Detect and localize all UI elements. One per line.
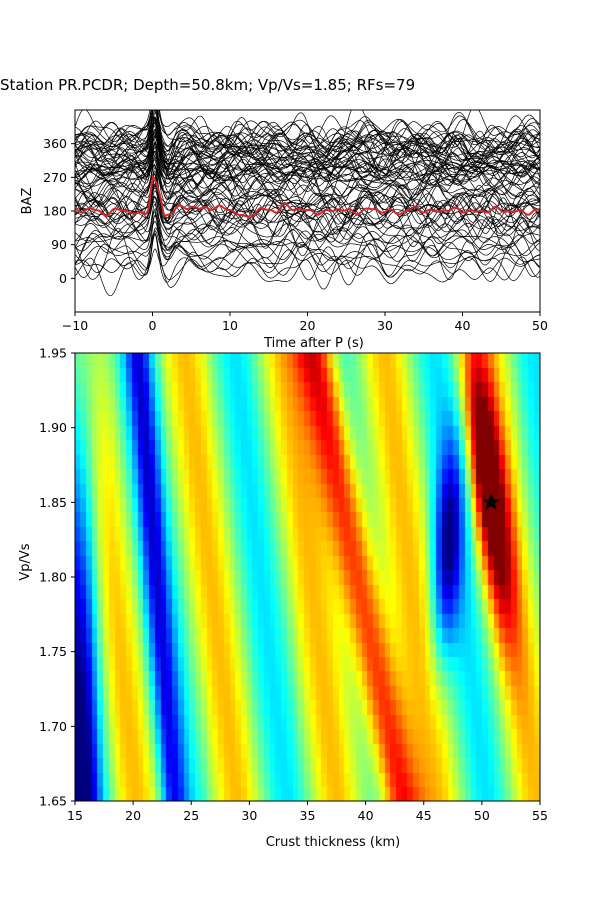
rf-trace-line <box>75 182 540 228</box>
hk-x-tick-label: 55 <box>532 808 548 823</box>
rf-trace-line <box>75 227 540 271</box>
rf-trace-line <box>75 110 540 145</box>
rf-stack-group <box>75 174 540 219</box>
rf-y-tick-label: 270 <box>43 170 67 185</box>
rf-x-tick-label: 50 <box>532 318 548 333</box>
rf-stack-trace-line <box>75 174 540 219</box>
hk-y-tick-label: 1.95 <box>39 346 67 361</box>
rf-trace-line <box>75 152 540 201</box>
rf-trace-line <box>75 182 540 219</box>
hk-x-tick-label: 40 <box>358 808 374 823</box>
rf-trace-line <box>75 189 540 241</box>
hk-heatmap-canvas <box>75 353 540 801</box>
hk-x-tick-label: 20 <box>125 808 141 823</box>
rf-x-axis-label: Time after P (s) <box>263 336 364 351</box>
hk-y-tick-label: 1.85 <box>39 495 67 510</box>
rf-trace-line <box>75 117 540 157</box>
hk-x-tick-label: 25 <box>183 808 199 823</box>
rf-y-tick-label: 0 <box>59 271 67 286</box>
rf-trace-line <box>75 131 540 173</box>
rf-trace-line <box>75 194 540 233</box>
rf-y-ticks: 0 90 180 270 360 <box>43 136 75 286</box>
hk-y-tick-label: 1.75 <box>39 644 67 659</box>
rf-trace-line <box>75 110 540 149</box>
rf-y-tick-label: 90 <box>51 237 67 252</box>
hk-y-ticks: 1.65 1.70 1.75 1.80 1.85 1.90 1.95 <box>39 346 75 809</box>
rf-trace-line <box>75 110 540 176</box>
hk-x-tick-label: 50 <box>474 808 490 823</box>
rf-y-tick-label: 180 <box>43 204 67 219</box>
hk-y-tick-label: 1.65 <box>39 794 67 809</box>
rf-y-tick-label: 360 <box>43 136 67 151</box>
hk-x-tick-label: 35 <box>300 808 316 823</box>
rf-trace-line <box>75 208 540 257</box>
rf-x-tick-label: 40 <box>455 318 471 333</box>
rf-trace-line <box>75 220 540 255</box>
rf-trace-line <box>75 110 540 161</box>
rf-x-tick-label: 10 <box>222 318 238 333</box>
hk-x-tick-label: 45 <box>416 808 432 823</box>
rf-trace-line <box>75 229 540 271</box>
hk-y-axis-label: Vp/Vs <box>18 543 33 580</box>
hk-x-ticks: 15 20 25 30 35 40 45 50 55 <box>67 801 548 823</box>
hk-stack-panel: 15 20 25 30 35 40 45 50 55 1.651.701.751.801.851… <box>18 346 548 851</box>
rf-x-ticks: −10 0 10 20 30 40 50 <box>62 312 548 333</box>
rf-trace-line <box>75 121 540 169</box>
rf-x-tick-label: −10 <box>62 318 88 333</box>
rf-traces-panel: −10 0 10 20 30 40 50 0 90 180 270 360 Time after P… <box>20 109 548 351</box>
rf-y-axis-label: BAZ <box>20 188 35 215</box>
hk-x-tick-label: 15 <box>67 808 83 823</box>
hk-x-axis-label: Crust thickness (km) <box>266 835 401 850</box>
hk-heatmap-image <box>75 353 540 801</box>
rf-traces-group <box>75 110 540 297</box>
hk-y-tick-label: 1.90 <box>39 420 67 435</box>
hk-y-tick-label: 1.70 <box>39 719 67 734</box>
rf-trace-line <box>75 231 540 286</box>
hk-x-tick-label: 30 <box>241 808 257 823</box>
rf-x-tick-label: 30 <box>377 318 393 333</box>
rf-trace-line <box>75 110 540 153</box>
rf-trace-line <box>75 110 540 153</box>
rf-trace-line <box>75 232 540 285</box>
rf-trace-line <box>75 164 540 225</box>
figure-title: Station PR.PCDR; Depth=50.8km; Vp/Vs=1.8… <box>0 76 415 94</box>
rf-trace-line <box>75 111 540 158</box>
rf-x-tick-label: 20 <box>300 318 316 333</box>
rf-trace-line <box>75 209 540 254</box>
rf-trace-line <box>75 110 540 155</box>
hk-y-tick-label: 1.80 <box>39 570 67 585</box>
rf-x-tick-label: 0 <box>149 318 157 333</box>
rf-trace-line <box>75 153 540 198</box>
best-fit-star-marker <box>482 492 501 511</box>
